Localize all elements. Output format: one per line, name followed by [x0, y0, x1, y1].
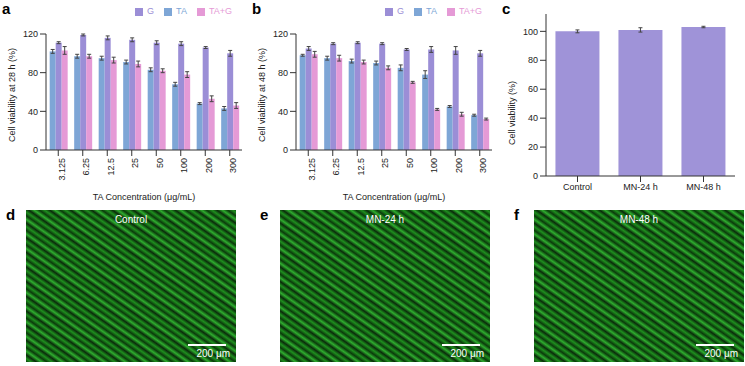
svg-text:200: 200 — [454, 158, 464, 173]
svg-text:12.5: 12.5 — [106, 158, 116, 176]
html-text:TA+G: TA+G — [458, 6, 482, 16]
svg-text:80: 80 — [528, 55, 538, 65]
svg-text:Cell viability at 28 h (%): Cell viability at 28 h (%) — [7, 48, 17, 142]
svg-text:0: 0 — [283, 145, 288, 155]
html-text:TA+G: TA+G — [208, 6, 232, 16]
svg-text:6.25: 6.25 — [331, 158, 341, 176]
svg-text:120: 120 — [23, 29, 38, 39]
html-text:Control: Control — [114, 214, 148, 225]
svg-text:0: 0 — [533, 171, 538, 181]
svg-text:80: 80 — [278, 68, 288, 78]
svg-text:100: 100 — [179, 158, 189, 173]
html-text:a: a — [2, 0, 11, 17]
svg-text:20: 20 — [528, 142, 538, 152]
svg-text:300: 300 — [228, 158, 238, 173]
html-text:TA: TA — [176, 6, 187, 16]
html-text:200 μm: 200 μm — [196, 348, 230, 359]
svg-text:3.125: 3.125 — [57, 158, 67, 181]
svg-text:MN-24 h: MN-24 h — [623, 182, 658, 192]
html-text:b: b — [252, 0, 262, 17]
svg-text:100: 100 — [429, 158, 439, 173]
svg-text:MN-48 h: MN-48 h — [686, 182, 721, 192]
svg-text:6.25: 6.25 — [81, 158, 91, 176]
svg-text:200: 200 — [204, 158, 214, 173]
svg-text:40: 40 — [28, 107, 38, 117]
html-text:d: d — [6, 206, 16, 223]
svg-text:40: 40 — [278, 107, 288, 117]
html-text:c: c — [502, 0, 511, 17]
svg-text:3.125: 3.125 — [307, 158, 317, 181]
html-text:G: G — [147, 6, 155, 16]
svg-text:Cell viability (%): Cell viability (%) — [507, 81, 517, 145]
svg-text:120: 120 — [273, 29, 288, 39]
html-text:TA: TA — [426, 6, 437, 16]
html-text:G: G — [397, 6, 405, 16]
svg-text:50: 50 — [155, 158, 165, 168]
svg-text:TA Concentration (μg/mL): TA Concentration (μg/mL) — [343, 192, 446, 202]
html-text:e: e — [260, 206, 269, 223]
svg-text:12.5: 12.5 — [356, 158, 366, 176]
html-text:200 μm: 200 μm — [450, 348, 484, 359]
svg-text:300: 300 — [478, 158, 488, 173]
svg-text:40: 40 — [528, 113, 538, 123]
svg-text:0: 0 — [33, 145, 38, 155]
svg-text:25: 25 — [130, 158, 140, 168]
svg-text:Cell viability at 48 h (%): Cell viability at 48 h (%) — [257, 48, 267, 142]
html-text:f: f — [514, 206, 519, 223]
svg-text:100: 100 — [523, 27, 538, 37]
svg-text:80: 80 — [28, 68, 38, 78]
svg-text:Control: Control — [563, 182, 592, 192]
html-text:MN-24 h: MN-24 h — [365, 214, 405, 225]
html-text:MN-48 h: MN-48 h — [619, 214, 659, 225]
svg-text:60: 60 — [528, 84, 538, 94]
html-text:200 μm: 200 μm — [704, 348, 738, 359]
svg-text:25: 25 — [380, 158, 390, 168]
svg-text:TA Concentration (μg/mL): TA Concentration (μg/mL) — [93, 192, 196, 202]
svg-text:50: 50 — [405, 158, 415, 168]
